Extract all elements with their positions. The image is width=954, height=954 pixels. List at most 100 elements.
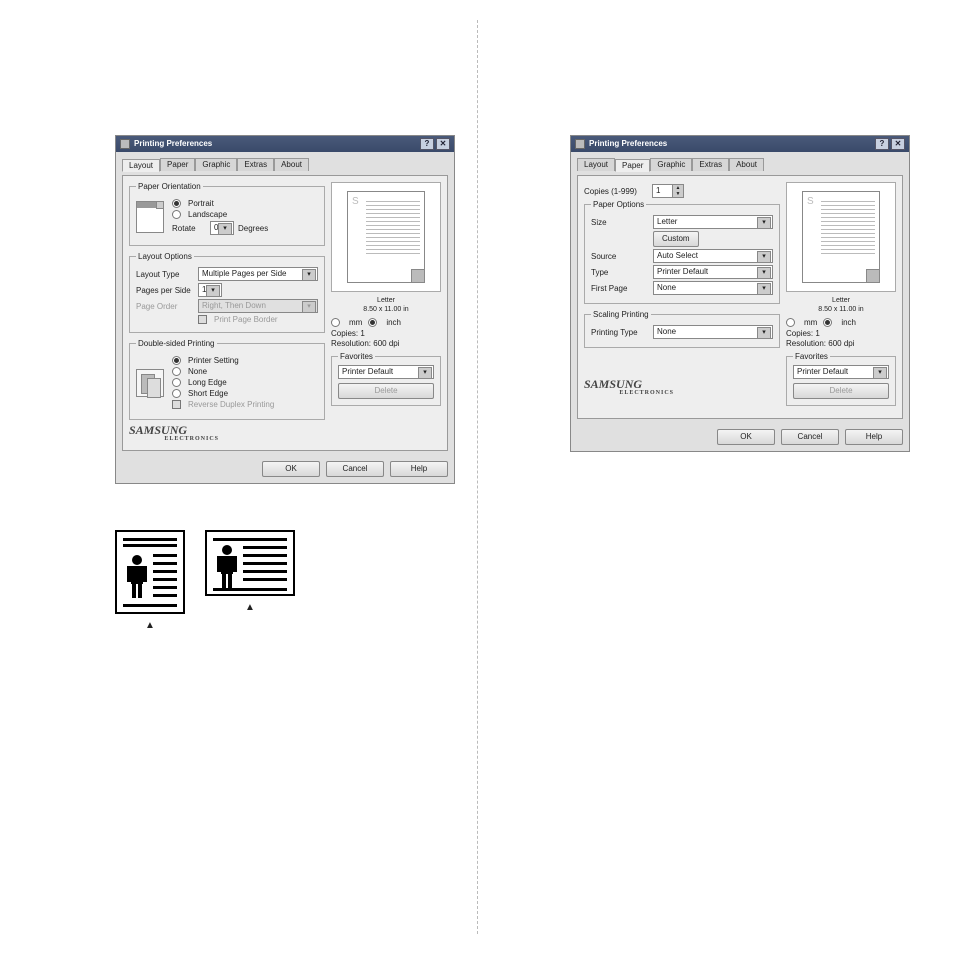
cancel-button[interactable]: Cancel (781, 429, 839, 445)
duplex-long-edge-label: Long Edge (188, 378, 227, 387)
print-preview: S (331, 182, 441, 292)
brand-name: SAMSUNG (129, 426, 219, 435)
page-order-select: Right, Then Down (198, 299, 318, 313)
layout-options-legend: Layout Options (136, 252, 194, 261)
tab-extras[interactable]: Extras (237, 158, 274, 171)
unit-mm-radio[interactable] (331, 318, 340, 327)
size-select[interactable]: Letter (653, 215, 773, 229)
duplex-icon (136, 369, 164, 397)
degrees-label: Degrees (238, 224, 268, 233)
landscape-doc-icon (205, 530, 295, 596)
brand-sub: ELECTRONICS (584, 389, 674, 398)
unit-inch-radio[interactable] (823, 318, 832, 327)
type-label: Type (591, 268, 649, 277)
duplex-none-radio[interactable] (172, 367, 181, 376)
help-dialog-button[interactable]: Help (845, 429, 903, 445)
type-select[interactable]: Printer Default (653, 265, 773, 279)
preview-paper-dim: 8.50 x 11.00 in (786, 305, 896, 314)
favorites-delete-button[interactable]: Delete (338, 383, 434, 399)
unit-inch-label: inch (386, 318, 401, 327)
window-title: Printing Preferences (134, 136, 212, 152)
tab-about[interactable]: About (729, 158, 764, 171)
person-icon (215, 544, 239, 590)
layout-type-select[interactable]: Multiple Pages per Side (198, 267, 318, 281)
custom-size-button[interactable]: Custom (653, 231, 699, 247)
paper-orientation-group: Paper Orientation Portrait Landscape Rot… (129, 182, 325, 246)
paper-options-group: Paper Options Size Letter Custom Source … (584, 200, 780, 304)
pages-per-side-label: Pages per Side (136, 286, 194, 295)
print-page-border-check (198, 315, 207, 324)
tab-extras[interactable]: Extras (692, 158, 729, 171)
unit-inch-label: inch (841, 318, 856, 327)
preview-paper-name: Letter (786, 296, 896, 305)
layout-options-group: Layout Options Layout Type Multiple Page… (129, 252, 325, 333)
portrait-label: Portrait (188, 199, 214, 208)
source-label: Source (591, 252, 649, 261)
landscape-radio[interactable] (172, 210, 181, 219)
tabs: Layout Paper Graphic Extras About (577, 158, 903, 171)
ok-button[interactable]: OK (717, 429, 775, 445)
help-dialog-button[interactable]: Help (390, 461, 448, 477)
landscape-label: Landscape (188, 210, 227, 219)
source-select[interactable]: Auto Select (653, 249, 773, 263)
portrait-doc-icon (115, 530, 185, 614)
page-order-label: Page Order (136, 302, 194, 311)
printing-type-select[interactable]: None (653, 325, 773, 339)
tab-paper[interactable]: Paper (160, 158, 195, 171)
duplex-printer-setting-label: Printer Setting (188, 356, 239, 365)
paper-orientation-legend: Paper Orientation (136, 182, 203, 191)
print-preview: S (786, 182, 896, 292)
reverse-duplex-check (172, 400, 181, 409)
rotate-select[interactable]: 0 (210, 221, 234, 235)
orientation-diagram: ▲ ▲ (115, 530, 295, 631)
size-label: Size (591, 218, 649, 227)
close-button[interactable]: ✕ (436, 138, 450, 150)
favorites-legend: Favorites (338, 352, 375, 361)
printing-type-label: Printing Type (591, 328, 649, 337)
pages-per-side-select[interactable]: 1 (198, 283, 222, 297)
portrait-radio[interactable] (172, 199, 181, 208)
scaling-legend: Scaling Printing (591, 310, 651, 319)
duplex-printer-setting-radio[interactable] (172, 356, 181, 365)
brand-name: SAMSUNG (584, 380, 674, 389)
paper-options-legend: Paper Options (591, 200, 646, 209)
tab-graphic[interactable]: Graphic (195, 158, 237, 171)
close-button[interactable]: ✕ (891, 138, 905, 150)
rotate-label: Rotate (172, 224, 206, 233)
preview-paper-dim: 8.50 x 11.00 in (331, 305, 441, 314)
tab-layout[interactable]: Layout (122, 159, 160, 172)
brand-sub: ELECTRONICS (129, 435, 219, 444)
duplex-legend: Double-sided Printing (136, 339, 217, 348)
favorites-delete-button[interactable]: Delete (793, 383, 889, 399)
titlebar: Printing Preferences ? ✕ (571, 136, 909, 152)
unit-inch-radio[interactable] (368, 318, 377, 327)
copies-label: Copies (1-999) (584, 187, 648, 196)
favorites-group: Favorites Printer Default Delete (331, 352, 441, 406)
unit-mm-radio[interactable] (786, 318, 795, 327)
ok-button[interactable]: OK (262, 461, 320, 477)
cancel-button[interactable]: Cancel (326, 461, 384, 477)
help-button[interactable]: ? (420, 138, 434, 150)
help-button[interactable]: ? (875, 138, 889, 150)
duplex-short-edge-radio[interactable] (172, 389, 181, 398)
favorites-select[interactable]: Printer Default (793, 365, 889, 379)
titlebar: Printing Preferences ? ✕ (116, 136, 454, 152)
tab-layout[interactable]: Layout (577, 158, 615, 171)
tab-graphic[interactable]: Graphic (650, 158, 692, 171)
unit-mm-label: mm (804, 318, 817, 327)
copies-spinner[interactable]: 1 (652, 184, 684, 198)
duplex-long-edge-radio[interactable] (172, 378, 181, 387)
brand-logo: SAMSUNG ELECTRONICS (129, 426, 219, 444)
brand-logo: SAMSUNG ELECTRONICS (584, 380, 674, 398)
first-page-select[interactable]: None (653, 281, 773, 295)
preview-paper-name: Letter (331, 296, 441, 305)
tab-about[interactable]: About (274, 158, 309, 171)
preview-resolution: Resolution: 600 dpi (786, 339, 896, 348)
duplex-group: Double-sided Printing Printer Setting No… (129, 339, 325, 420)
window-title: Printing Preferences (589, 136, 667, 152)
print-page-border-label: Print Page Border (214, 315, 278, 324)
favorites-group: Favorites Printer Default Delete (786, 352, 896, 406)
favorites-select[interactable]: Printer Default (338, 365, 434, 379)
tab-paper[interactable]: Paper (615, 159, 650, 172)
scaling-group: Scaling Printing Printing Type None (584, 310, 780, 348)
